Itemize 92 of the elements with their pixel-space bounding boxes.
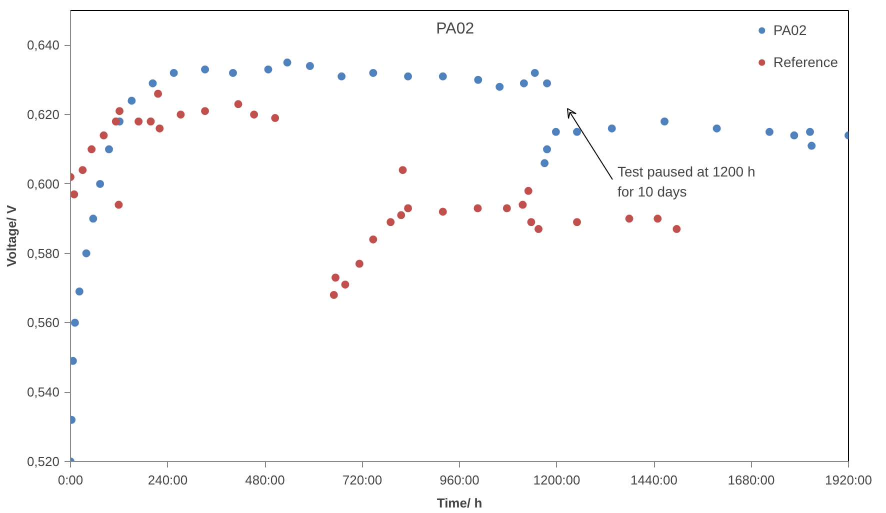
x-tick-label: 720:00: [342, 472, 382, 488]
point: [78, 166, 87, 174]
x-axis-title: Time/ h: [436, 496, 482, 510]
point: [552, 128, 560, 136]
point: [386, 218, 395, 226]
x-tick-label: 1920:00: [825, 472, 872, 488]
point: [712, 124, 721, 132]
point: [234, 100, 242, 108]
x-tick-label: 960:00: [440, 472, 480, 488]
point: [660, 118, 669, 126]
point: [271, 114, 280, 122]
y-tick-label: 0,620: [26, 107, 60, 122]
x-tick-label: 1440:00: [630, 472, 678, 488]
point: [573, 128, 582, 136]
point: [201, 107, 210, 116]
y-tick-label: 0,560: [26, 315, 60, 330]
point: [438, 208, 447, 216]
point: [100, 131, 108, 140]
point: [534, 225, 543, 234]
point: [341, 280, 350, 289]
x-tick-label: 480:00: [245, 472, 285, 488]
point: [524, 186, 532, 195]
y-tick-label: 0,640: [26, 38, 60, 53]
point: [474, 76, 482, 84]
point: [154, 90, 162, 98]
point: [104, 145, 113, 154]
point: [527, 218, 536, 226]
point: [672, 225, 681, 234]
point: [404, 204, 412, 212]
point: [70, 190, 78, 198]
point: [330, 290, 338, 299]
point: [654, 214, 662, 223]
point: [134, 118, 143, 126]
point: [306, 62, 314, 70]
point: [806, 128, 814, 136]
point: [369, 68, 378, 77]
point: [70, 318, 79, 327]
point: [540, 159, 549, 168]
x-tick-label: 1680:00: [728, 472, 775, 488]
point: [89, 214, 98, 223]
annotation: Test paused at 1200 h for 10 days: [618, 164, 756, 200]
point: [146, 118, 155, 126]
point: [201, 65, 210, 74]
point: [397, 211, 406, 220]
point: [148, 79, 157, 88]
point: [790, 131, 798, 140]
y-axis-title: Voltage/ V: [4, 204, 19, 267]
point: [116, 107, 124, 116]
y-tick-label: 0,540: [26, 384, 60, 400]
x-tick-label: 1200:00: [533, 472, 580, 488]
point: [96, 180, 104, 188]
text: PA02: [436, 20, 474, 38]
point: [573, 218, 582, 226]
point: [765, 128, 774, 136]
point: [264, 65, 272, 74]
point: [520, 79, 528, 88]
point: [608, 124, 616, 132]
point: [176, 110, 185, 119]
point: [156, 124, 164, 132]
point: [518, 200, 527, 209]
point: [170, 68, 178, 77]
point: [438, 72, 447, 80]
point: [404, 72, 412, 80]
point: [502, 204, 511, 212]
point: [543, 79, 552, 88]
point: [530, 68, 539, 77]
point: [625, 214, 634, 223]
legend-label: Reference: [773, 54, 838, 70]
x-tick-label: 240:00: [148, 472, 188, 488]
point: [228, 68, 237, 77]
point: [283, 58, 292, 67]
point: [114, 200, 123, 209]
point: [496, 82, 504, 91]
y-tick-label: 0,600: [26, 176, 60, 192]
point: [112, 118, 120, 126]
point: [338, 72, 346, 80]
y-tick-label: 0,580: [26, 246, 60, 261]
x-tick-label: 0:00: [58, 472, 84, 488]
point: [369, 235, 378, 244]
point: [474, 204, 482, 212]
point: [128, 96, 136, 105]
point: [398, 166, 407, 174]
point: [88, 145, 96, 154]
point: [82, 249, 90, 258]
legend-label: PA02: [773, 22, 807, 38]
point: [355, 260, 364, 268]
point: [808, 142, 816, 150]
point: [543, 145, 552, 154]
point: [75, 288, 84, 296]
y-tick-label: 0,520: [26, 454, 60, 469]
point: [332, 274, 340, 282]
point: [250, 110, 258, 119]
